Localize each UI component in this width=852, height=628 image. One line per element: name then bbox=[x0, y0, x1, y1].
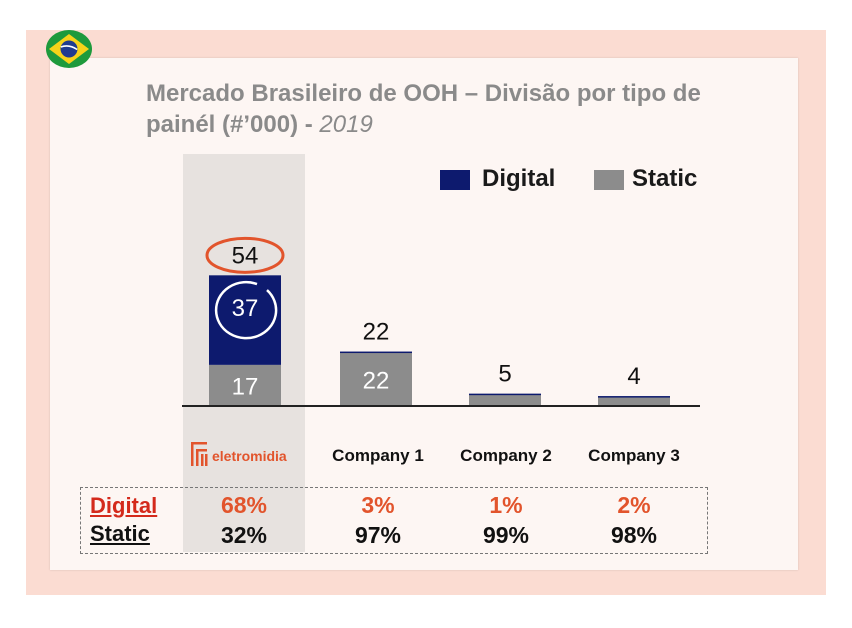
eletromidia-logo-text: eletromidia bbox=[212, 448, 287, 464]
digital-share-company-2: 1% bbox=[489, 492, 523, 518]
digital-share-eletromidia: 68% bbox=[220, 492, 268, 518]
legend-label-static: Static bbox=[632, 165, 698, 192]
total-label-company-1: 22 bbox=[363, 319, 390, 346]
category-label-company-2: Company 2 bbox=[460, 446, 552, 465]
eletromidia-logo bbox=[190, 440, 300, 470]
total-label-company-3: 4 bbox=[627, 363, 640, 390]
row-label-static: Static bbox=[90, 521, 150, 546]
static-share-company-3: 98% bbox=[610, 522, 658, 548]
bar-static-company-1 bbox=[340, 352, 412, 406]
bar-digital-eletromidia bbox=[209, 275, 281, 365]
bar-static-eletromidia bbox=[209, 364, 281, 406]
total-label-company-2: 5 bbox=[498, 361, 511, 388]
static-share-eletromidia: 32% bbox=[220, 522, 268, 548]
category-label-company-1: Company 1 bbox=[332, 446, 424, 465]
digital-share-company-1: 3% bbox=[361, 492, 395, 518]
digital-value-highlight-circle bbox=[214, 280, 278, 340]
digital-value-label-eletromidia: 37 bbox=[232, 295, 259, 322]
share-table bbox=[80, 487, 708, 554]
bar-digital-company-1 bbox=[340, 351, 412, 354]
bar-digital-company-3 bbox=[598, 396, 670, 398]
brazil-flag-icon bbox=[46, 30, 92, 68]
slide-card bbox=[50, 58, 798, 570]
digital-share-company-3: 2% bbox=[617, 492, 651, 518]
row-label-digital: Digital bbox=[90, 493, 158, 518]
chart-title-year: 2019 bbox=[319, 111, 373, 138]
static-share-company-1: 97% bbox=[354, 522, 402, 548]
static-share-company-2: 99% bbox=[482, 522, 530, 548]
chart-title: Mercado Brasileiro de OOH – Divisão por … bbox=[146, 78, 706, 140]
static-value-label-eletromidia: 17 bbox=[232, 373, 259, 400]
chart-title-main: Mercado Brasileiro de OOH – Divisão por … bbox=[146, 80, 701, 138]
total-label-eletromidia: 54 bbox=[232, 242, 259, 269]
legend-swatch-static bbox=[594, 170, 624, 190]
legend-swatch-digital bbox=[440, 170, 470, 190]
legend-label-digital: Digital bbox=[482, 165, 556, 192]
eletromidia-logo-icon bbox=[191, 442, 208, 466]
static-value-label-company-1: 22 bbox=[363, 367, 390, 394]
bar-digital-company-2 bbox=[469, 393, 541, 396]
bar-static-company-2 bbox=[469, 393, 541, 406]
bar-static-company-3 bbox=[598, 396, 670, 406]
total-highlight-ellipse bbox=[205, 236, 285, 274]
category-label-company-3: Company 3 bbox=[588, 446, 680, 465]
